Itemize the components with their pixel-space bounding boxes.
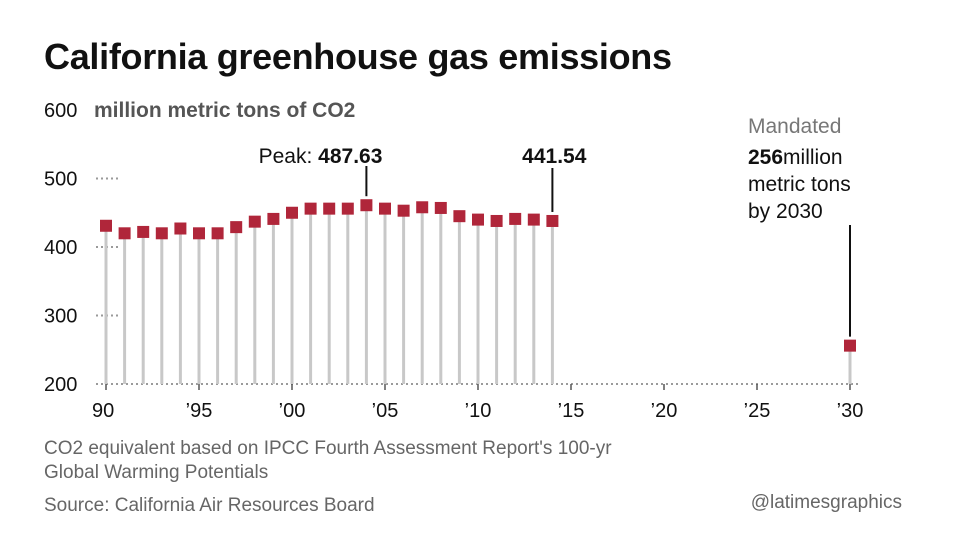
marker-layer bbox=[100, 199, 856, 352]
footnote-line-2: Global Warming Potentials bbox=[44, 462, 269, 483]
peak-label: Peak: 487.63 bbox=[259, 145, 383, 168]
stem-layer bbox=[104, 205, 852, 384]
data-point-2030 bbox=[844, 339, 856, 352]
data-point-2006 bbox=[397, 204, 410, 217]
data-point-2013 bbox=[527, 213, 540, 226]
data-point-2003 bbox=[341, 202, 354, 215]
target-label-line-4: by 2030 bbox=[748, 200, 823, 223]
x-tick-label-2005: ’05 bbox=[372, 400, 399, 422]
x-tick-label-2000: ’00 bbox=[279, 400, 306, 422]
x-tick-label-1995: ’95 bbox=[186, 400, 213, 422]
data-point-1996 bbox=[211, 227, 224, 240]
annotation-layer: Peak: 487.63 441.54 Mandated 256million metr… bbox=[259, 115, 851, 337]
data-point-1991 bbox=[118, 227, 131, 240]
y-tick-label-200: 200 bbox=[44, 374, 77, 396]
data-point-2007 bbox=[416, 201, 429, 214]
data-point-1999 bbox=[267, 212, 280, 225]
data-point-2008 bbox=[434, 201, 447, 214]
target-label-line-2: 256million bbox=[748, 146, 843, 169]
target-label-line-1: Mandated bbox=[748, 115, 841, 138]
data-point-2012 bbox=[509, 212, 522, 225]
data-point-2004 bbox=[360, 199, 373, 212]
source-note: Source: California Air Resources Board bbox=[44, 495, 375, 516]
credit-handle: @latimesgraphics bbox=[750, 492, 902, 513]
data-point-1998 bbox=[248, 215, 261, 228]
x-tick-label-1990: 90 bbox=[92, 400, 114, 422]
data-point-2000 bbox=[286, 206, 298, 219]
y-tick-label-300: 300 bbox=[44, 306, 77, 328]
data-point-2005 bbox=[379, 202, 391, 215]
chart-title: California greenhouse gas emissions bbox=[44, 36, 672, 77]
footnote-line-1: CO2 equivalent based on IPCC Fourth Asse… bbox=[44, 438, 612, 459]
data-point-1993 bbox=[155, 227, 168, 240]
x-tick-label-2015: ’15 bbox=[558, 400, 585, 422]
x-tick-label-2025: ’25 bbox=[744, 400, 771, 422]
unit-label: million metric tons of CO2 bbox=[94, 99, 355, 122]
y-tick-label-400: 400 bbox=[44, 237, 77, 259]
data-point-2011 bbox=[490, 214, 503, 227]
data-point-1995 bbox=[193, 227, 205, 240]
data-point-1997 bbox=[230, 221, 243, 234]
y-tick-label-500: 500 bbox=[44, 169, 77, 191]
data-point-2014 bbox=[546, 214, 559, 227]
axis-layer: 200 300 400 500 600 90 ’95 ’00 ’05 ’10 ’15 ’20 ’25 ’3… bbox=[44, 99, 863, 422]
data-point-1994 bbox=[174, 222, 187, 235]
data-point-1990 bbox=[100, 219, 112, 232]
target-label-line-3: metric tons bbox=[748, 173, 851, 196]
data-point-2001 bbox=[304, 202, 317, 215]
x-tick-label-2010: ’10 bbox=[465, 400, 492, 422]
latest-label: 441.54 bbox=[522, 145, 587, 168]
y-tick-label-600: 600 bbox=[44, 100, 77, 122]
x-tick-label-2020: ’20 bbox=[651, 400, 678, 422]
x-tick-label-2030: ’30 bbox=[837, 400, 864, 422]
data-point-1992 bbox=[137, 225, 150, 238]
data-point-2002 bbox=[323, 202, 336, 215]
data-point-2009 bbox=[453, 210, 466, 223]
data-point-2010 bbox=[472, 213, 484, 226]
